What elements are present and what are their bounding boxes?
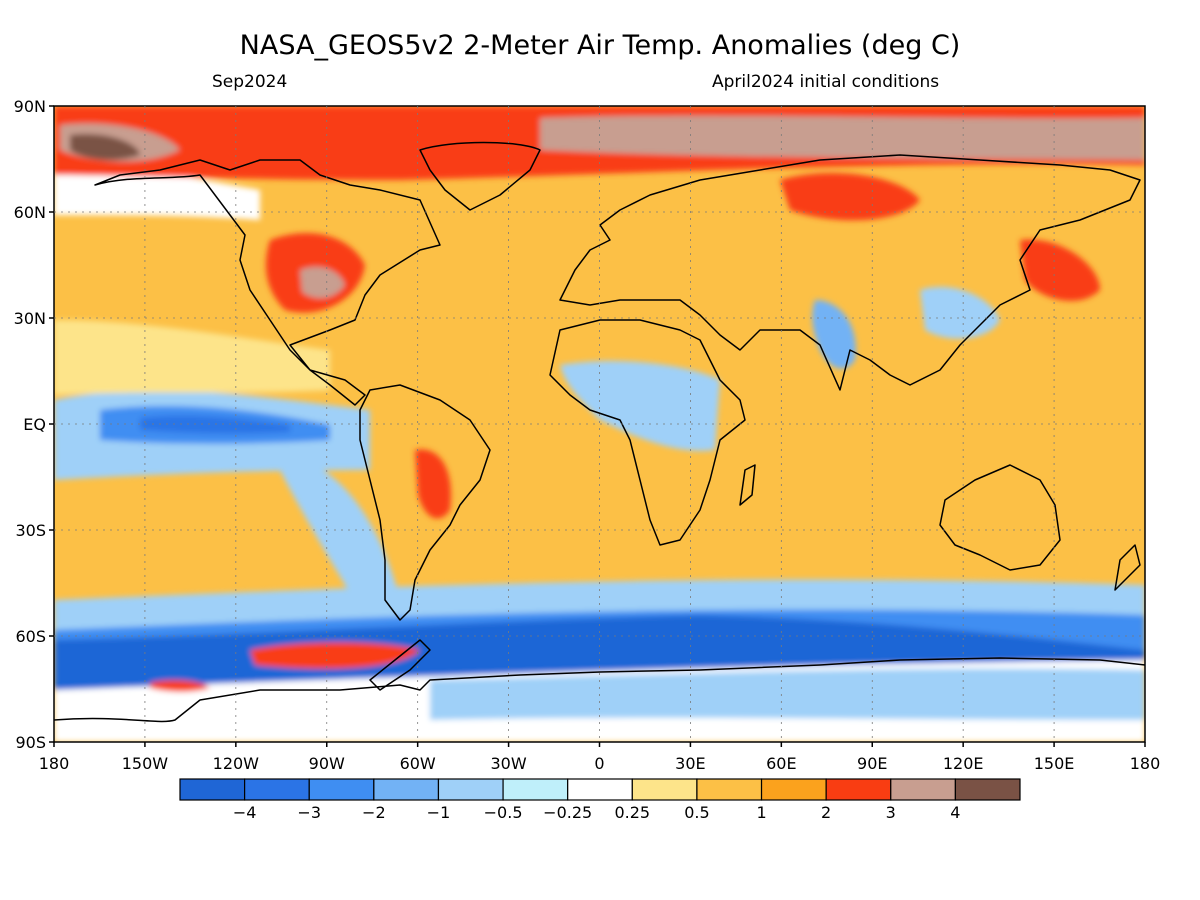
latitude-labels: 90N 60N 30N EQ 30S 60S 90S (14, 97, 46, 752)
colorbar-label: 1 (756, 803, 766, 822)
lat-label: 30N (14, 309, 46, 328)
colorbar-swatch (244, 778, 310, 801)
lat-label: 90N (14, 97, 46, 116)
colorbar-swatch (696, 778, 763, 801)
colorbar-label: −3 (297, 803, 321, 822)
colorbar-label: 4 (950, 803, 960, 822)
colorbar-swatch (760, 778, 827, 801)
lon-label: 60E (766, 754, 796, 773)
colorbar-label: −4 (233, 803, 257, 822)
colorbar-labels: −4 −3 −2 −1 −0.5 −0.25 0.25 0.5 1 2 3 4 (233, 803, 961, 822)
lat-label: 30S (15, 521, 46, 540)
lon-label: 0 (594, 754, 604, 773)
lon-label: 150W (122, 754, 169, 773)
colorbar-swatch (373, 778, 440, 801)
colorbar-label: −0.25 (543, 803, 592, 822)
colorbar-swatch (308, 778, 375, 801)
lat-label: 90S (15, 733, 46, 752)
lon-label: 30W (490, 754, 526, 773)
colorbar-swatch (437, 778, 504, 801)
lon-label: 150E (1034, 754, 1075, 773)
coastlines (54, 141, 1145, 723)
chart-title: NASA_GEOS5v2 2-Meter Air Temp. Anomalies… (240, 30, 961, 61)
forecast-month: Sep2024 (212, 72, 287, 92)
colorbar-label: −2 (362, 803, 386, 822)
colorbar-swatch (567, 778, 633, 801)
lon-label: 90W (309, 754, 345, 773)
lon-label: 120W (213, 754, 260, 773)
colorbar-swatch (631, 778, 698, 801)
colorbar-swatch (179, 778, 246, 801)
lon-label: 90E (857, 754, 887, 773)
lat-label: 60S (15, 627, 46, 646)
colorbar-label: 0.5 (684, 803, 709, 822)
longitude-labels: 180 150W 120W 90W 60W 30W 0 30E 60E 90E 120E 150E 18… (39, 754, 1161, 773)
colorbar-label: 3 (886, 803, 896, 822)
gridlines (54, 106, 1145, 742)
initial-conditions-label: April2024 initial conditions (712, 72, 939, 92)
lat-label: EQ (23, 415, 46, 434)
colorbar-swatch (825, 778, 892, 801)
lon-label: 120E (943, 754, 984, 773)
lon-label: 30E (675, 754, 705, 773)
colorbar-label: 2 (821, 803, 831, 822)
lon-label: 60W (400, 754, 436, 773)
colorbar-swatch (890, 778, 956, 801)
axis-ticks (49, 105, 1146, 747)
colorbar (179, 778, 1021, 801)
colorbar-label: −0.5 (484, 803, 523, 822)
lon-label: 180 (39, 754, 70, 773)
lat-label: 60N (14, 203, 46, 222)
colorbar-label: 0.25 (614, 803, 650, 822)
colorbar-label: −1 (427, 803, 451, 822)
colorbar-swatch (954, 778, 1021, 801)
lon-label: 180 (1130, 754, 1161, 773)
colorbar-swatch (502, 778, 569, 801)
